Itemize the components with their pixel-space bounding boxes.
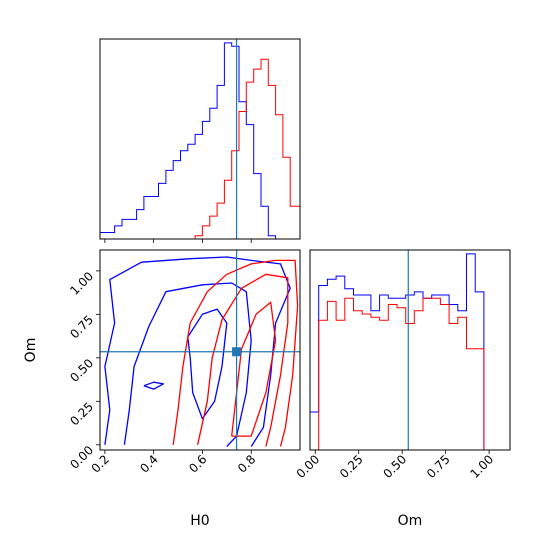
om-x-tick-label: 0.25 xyxy=(337,452,366,481)
joint-frame xyxy=(99,249,301,451)
om-hist-series-1 xyxy=(310,297,510,451)
contour-line-3 xyxy=(143,381,165,390)
h0-x-tick-label: 0.4 xyxy=(137,452,160,475)
h0-hist-series-0 xyxy=(99,42,300,240)
h0-x-tick-label: 0.8 xyxy=(235,452,258,475)
joint-x-ticks: 0.2 0.4 0.6 0.8 xyxy=(89,450,258,476)
om-x-tick-label: 0.75 xyxy=(424,452,453,481)
om-y-tick-label: 0.50 xyxy=(67,356,96,385)
h0-histogram-frame xyxy=(99,38,301,240)
contour-line-5 xyxy=(196,273,289,447)
om-x-tick-label: 0.50 xyxy=(381,452,410,481)
om-histogram-ticks: 0.00 0.25 0.50 0.75 1.00 xyxy=(294,450,496,481)
om-histogram-series xyxy=(309,253,510,451)
h0-x-tick-label: 0.6 xyxy=(186,452,209,475)
om-y-tick-label: 0.75 xyxy=(67,313,96,342)
joint-y-ticks: 0.000.250.500.751.00 xyxy=(67,269,100,472)
om-y-tick-label: 1.00 xyxy=(67,269,96,298)
om-x-tick-label: 1.00 xyxy=(467,452,496,481)
contour-line-6 xyxy=(231,301,277,437)
om-y-tick-label: 0.25 xyxy=(67,400,96,429)
om-x-tick-label: 0.00 xyxy=(294,452,323,481)
contour-line-2 xyxy=(187,308,228,420)
om-axis-label: Om xyxy=(398,513,423,529)
contour-line-4 xyxy=(172,259,299,447)
om-hist-series-0 xyxy=(309,253,510,451)
h0-axis-label: H0 xyxy=(190,513,209,529)
om-histogram-panel: 0.00 0.25 0.50 0.75 1.00 Om xyxy=(294,249,511,529)
h0-histogram-panel xyxy=(99,38,301,243)
joint-contour-panel: 0.2 0.4 0.6 0.8 0.000.250.500.751.00 H0 Om xyxy=(23,249,301,529)
h0-histogram-ticks xyxy=(104,239,252,243)
contour-line-1 xyxy=(123,282,252,447)
h0-hist-series-1 xyxy=(100,58,301,240)
h0-histogram-series xyxy=(99,42,301,240)
truth-marker xyxy=(232,347,242,357)
om-histogram-frame xyxy=(309,249,511,451)
om-y-axis-label: Om xyxy=(23,338,39,363)
